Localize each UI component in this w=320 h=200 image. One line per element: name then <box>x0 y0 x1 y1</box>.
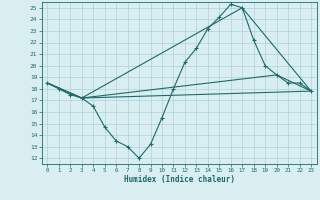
X-axis label: Humidex (Indice chaleur): Humidex (Indice chaleur) <box>124 175 235 184</box>
